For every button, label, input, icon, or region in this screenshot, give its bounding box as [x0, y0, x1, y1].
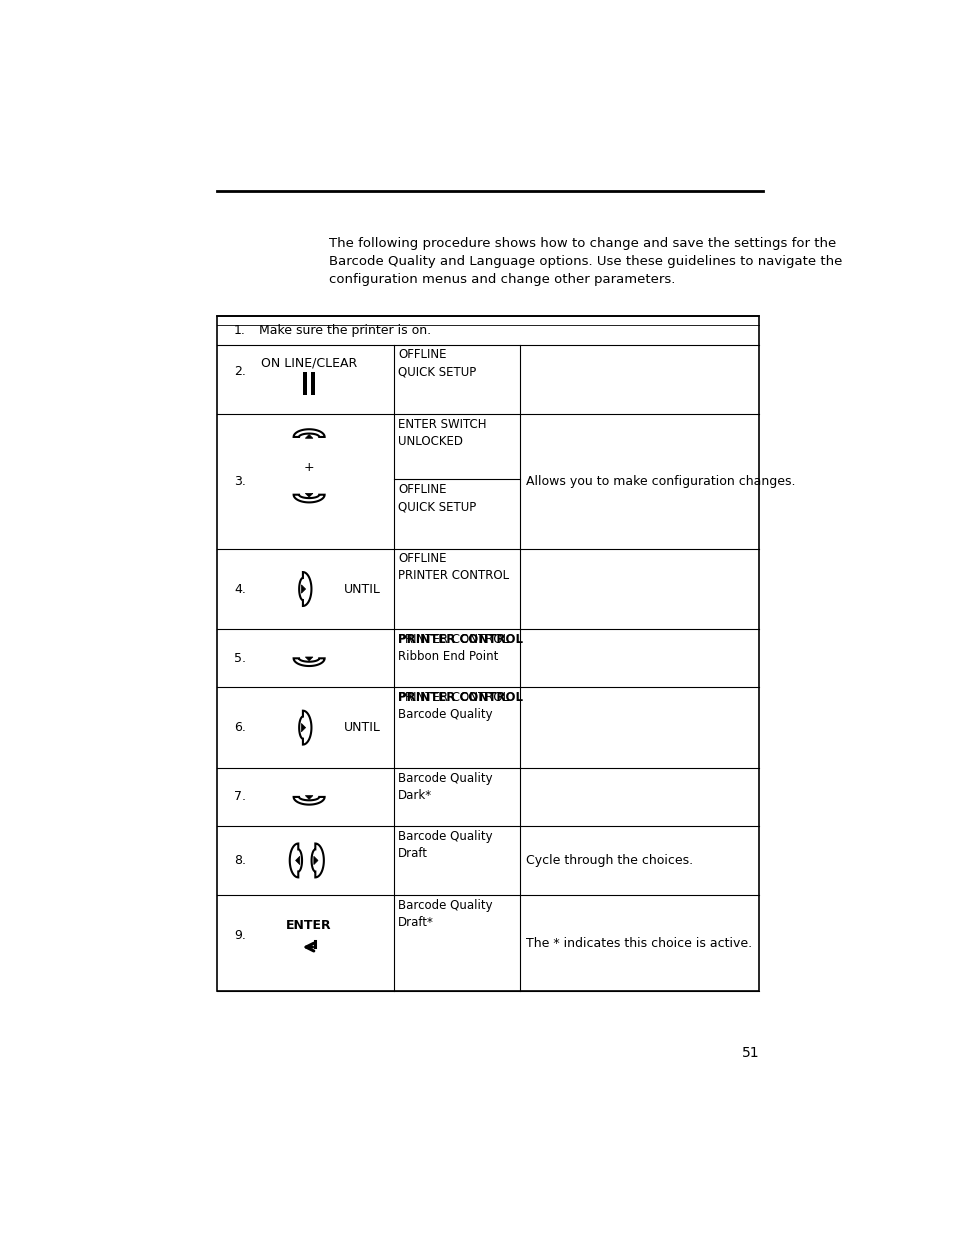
Polygon shape: [294, 658, 324, 666]
Text: Barcode Quality
Draft: Barcode Quality Draft: [397, 830, 493, 860]
Bar: [303, 372, 307, 395]
Polygon shape: [295, 856, 299, 864]
Polygon shape: [301, 724, 305, 732]
Text: 5.: 5.: [233, 652, 246, 664]
Polygon shape: [294, 797, 324, 805]
Text: ENTER: ENTER: [286, 919, 332, 931]
Text: 9.: 9.: [233, 929, 246, 942]
Text: PRINTER CONTROL
Barcode Quality: PRINTER CONTROL Barcode Quality: [397, 692, 509, 721]
Text: 3.: 3.: [233, 474, 246, 488]
Text: OFFLINE
PRINTER CONTROL: OFFLINE PRINTER CONTROL: [397, 552, 509, 583]
Text: 4.: 4.: [233, 583, 246, 595]
Text: 51: 51: [741, 1046, 759, 1060]
Polygon shape: [305, 657, 313, 661]
Text: Make sure the printer is on.: Make sure the printer is on.: [258, 324, 431, 337]
Text: ON LINE/CLEAR: ON LINE/CLEAR: [261, 356, 356, 369]
Text: 7.: 7.: [233, 790, 246, 804]
Polygon shape: [294, 430, 324, 437]
Text: PRINTER CONTROL: PRINTER CONTROL: [397, 692, 522, 704]
Polygon shape: [305, 493, 313, 498]
Text: ENTER SWITCH
UNLOCKED: ENTER SWITCH UNLOCKED: [397, 417, 486, 448]
Text: +: +: [303, 461, 314, 474]
Polygon shape: [305, 435, 313, 438]
Polygon shape: [290, 844, 302, 877]
Bar: [216, 316, 759, 992]
Text: OFFLINE
QUICK SETUP: OFFLINE QUICK SETUP: [397, 483, 476, 514]
Text: PRINTER CONTROL: PRINTER CONTROL: [397, 634, 522, 646]
Text: 2.: 2.: [233, 366, 246, 378]
Polygon shape: [299, 572, 311, 606]
Text: Allows you to make configuration changes.: Allows you to make configuration changes…: [525, 474, 795, 488]
Text: UNTIL: UNTIL: [344, 583, 380, 595]
Bar: [311, 372, 315, 395]
Text: Barcode Quality
Draft*: Barcode Quality Draft*: [397, 899, 493, 929]
Text: 8.: 8.: [233, 853, 246, 867]
Text: The following procedure shows how to change and save the settings for the
Barcod: The following procedure shows how to cha…: [329, 237, 841, 285]
Polygon shape: [314, 856, 317, 864]
Text: Cycle through the choices.: Cycle through the choices.: [525, 853, 693, 867]
Text: OFFLINE
QUICK SETUP: OFFLINE QUICK SETUP: [397, 348, 476, 378]
Text: UNTIL: UNTIL: [344, 721, 380, 734]
Polygon shape: [299, 710, 311, 745]
Polygon shape: [294, 495, 324, 503]
Polygon shape: [301, 585, 305, 593]
Polygon shape: [312, 844, 323, 877]
Text: Barcode Quality
Dark*: Barcode Quality Dark*: [397, 772, 493, 802]
Polygon shape: [305, 795, 313, 799]
Text: PRINTER CONTROL
Ribbon End Point: PRINTER CONTROL Ribbon End Point: [397, 634, 509, 663]
Text: The * indicates this choice is active.: The * indicates this choice is active.: [525, 936, 752, 950]
Text: 1.: 1.: [233, 324, 246, 337]
Text: 6.: 6.: [233, 721, 246, 734]
